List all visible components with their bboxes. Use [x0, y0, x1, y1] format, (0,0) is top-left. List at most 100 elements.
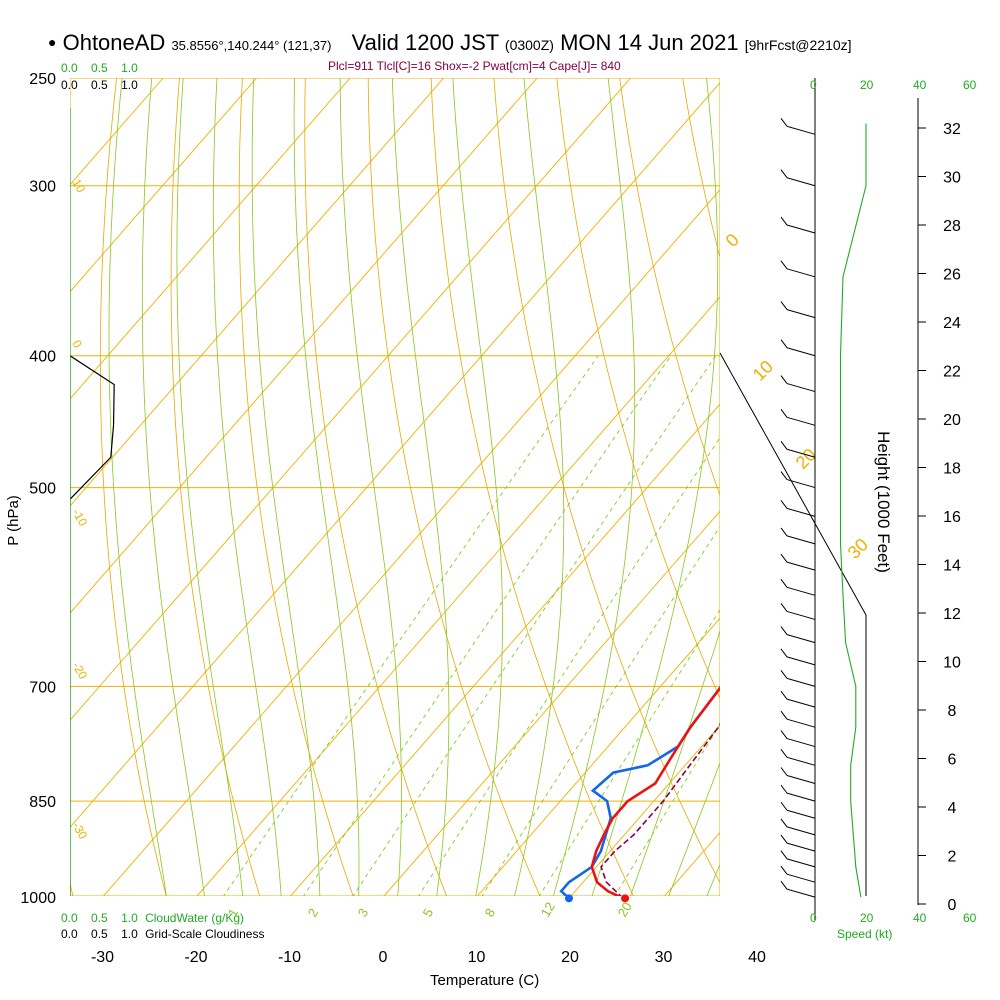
wind-barb-flag	[780, 553, 788, 563]
height-tick-label: 8	[948, 703, 957, 720]
dry-adiabat-label: -30	[69, 820, 90, 842]
isotherm-line	[383, 510, 720, 896]
parcel-profile-line	[600, 722, 720, 896]
dry-adiabat-line	[170, 78, 261, 896]
dry-adiabat-line	[238, 78, 354, 896]
temperature-tick-label: 30	[655, 949, 673, 966]
isotherm-line	[102, 189, 720, 896]
wind-barb	[786, 756, 816, 766]
height-tick-label: 2	[948, 849, 957, 866]
station-coords: 35.8556°,140.244° (121,37)	[171, 38, 332, 53]
wind-barb	[786, 858, 816, 868]
dry-adiabat-line	[556, 78, 720, 700]
wind-barb-flag	[780, 730, 788, 739]
mixing-ratio-line	[614, 723, 720, 896]
dry-adiabat-line	[741, 54, 1000, 926]
height-tick-label: 22	[943, 364, 961, 381]
wind-barb-flag	[780, 648, 788, 658]
moist-adiabat-label: 20	[792, 445, 820, 473]
isotherm-line	[663, 831, 720, 896]
dry-adiabat-label: -20	[69, 660, 90, 682]
height-tick-label: 14	[943, 558, 961, 575]
wind-barb-flag	[780, 749, 788, 758]
wind-barb	[786, 656, 816, 666]
height-tick-label: 6	[948, 752, 957, 769]
isotherm-line	[70, 78, 164, 186]
moist-adiabat-line	[706, 863, 720, 896]
mixing-ratio-label: 3	[355, 906, 372, 920]
mixing-ratio-label: 12	[538, 899, 558, 919]
wind-barb-flag	[780, 850, 788, 860]
pressure-tick-label: 400	[29, 349, 56, 366]
cloudwater-label: CloudWater (g/Kg)	[145, 911, 245, 925]
mixing-ratio-line	[481, 525, 720, 896]
wind-panel-border	[719, 352, 867, 896]
dry-adiabat-label: 0	[69, 338, 85, 351]
dry-adiabat-line	[493, 78, 720, 884]
wind-barb-flag	[780, 834, 788, 844]
height-tick-label: 4	[948, 800, 957, 817]
cloudwater-scale-bottom: 0.0 0.5 1.0 CloudWater (g/Kg)	[61, 911, 245, 925]
pressure-tick-label: 850	[29, 794, 56, 811]
wind-barb-flag	[780, 670, 788, 679]
wind-barb	[786, 224, 816, 234]
dry-adiabat-line	[619, 78, 720, 497]
wind-barb-flag	[780, 784, 788, 794]
height-axis-title: Height (1000 Feet)	[873, 431, 893, 573]
pressure-tick-label: 1000	[20, 890, 56, 907]
height-tick-label: 16	[943, 509, 961, 526]
wind-barb-flag	[780, 527, 788, 537]
temperature-tick-label: -20	[184, 949, 207, 966]
valid-date: MON 14 Jun 2021	[560, 30, 739, 55]
temperature-tick-label: 20	[561, 949, 579, 966]
wind-barb-flag	[780, 471, 788, 480]
cloudiness-scale-top: 0.0 0.5 1.0	[61, 78, 138, 92]
dry-adiabat-label: 10	[69, 177, 88, 196]
moist-adiabat-line	[591, 78, 719, 896]
wind-barb-flag	[780, 579, 788, 588]
wind-barb-flag	[780, 301, 788, 310]
height-tick-label: 28	[943, 218, 961, 235]
wind-barb-flag	[780, 801, 788, 811]
wind-barb	[786, 634, 816, 644]
station-dot-icon: ●	[48, 34, 57, 50]
station-name: OhtoneAD	[62, 30, 166, 55]
wind-barb	[786, 535, 816, 545]
height-tick-label: 32	[943, 121, 961, 138]
height-tick-label: 0	[948, 897, 957, 914]
isotherm-line	[825, 78, 1000, 926]
wind-barb	[786, 507, 816, 517]
mixing-ratio-label: 5	[420, 906, 437, 920]
wind-barb-flag	[780, 865, 788, 875]
temperature-tick-label: 40	[748, 949, 766, 966]
pressure-axis-title: P (hPa)	[4, 495, 22, 546]
wind-barb	[786, 826, 816, 836]
temperature-tick-label: 10	[468, 949, 486, 966]
moist-adiabat-line	[212, 78, 282, 896]
dry-adiabat-line	[430, 78, 634, 896]
cloudiness-label: Grid-Scale Cloudiness	[145, 927, 265, 941]
pressure-tick-label: 250	[29, 71, 56, 88]
wind-speed-line	[839, 123, 867, 898]
utc-time: (0300Z)	[504, 37, 554, 53]
mixing-ratio-line	[538, 608, 720, 896]
surface-temperature-marker	[621, 894, 630, 903]
mixing-ratio-label: 2	[305, 906, 322, 920]
parcel-params: Plcl=911 Tlcl[C]=16 Shox=-2 Pwat[cm]=4 C…	[328, 59, 621, 73]
moist-adiabat-label: 10	[749, 357, 777, 385]
height-tick-label: 18	[943, 461, 961, 478]
moist-adiabat-label: 0	[722, 230, 743, 251]
isotherm-line	[196, 296, 720, 896]
cloudiness-profile-line	[70, 355, 115, 896]
moist-adiabat-line	[452, 78, 503, 896]
dry-adiabat-line	[99, 78, 167, 896]
wind-barb	[786, 775, 816, 784]
wind-barb	[786, 125, 816, 135]
cloudiness-scale-bottom: 0.0 0.5 1.0 Grid-Scale Cloudiness	[61, 927, 265, 941]
wind-barb	[786, 479, 816, 489]
wind-barb	[786, 610, 816, 620]
moist-adiabat-line	[108, 78, 167, 896]
mixing-ratio-line	[418, 436, 720, 896]
